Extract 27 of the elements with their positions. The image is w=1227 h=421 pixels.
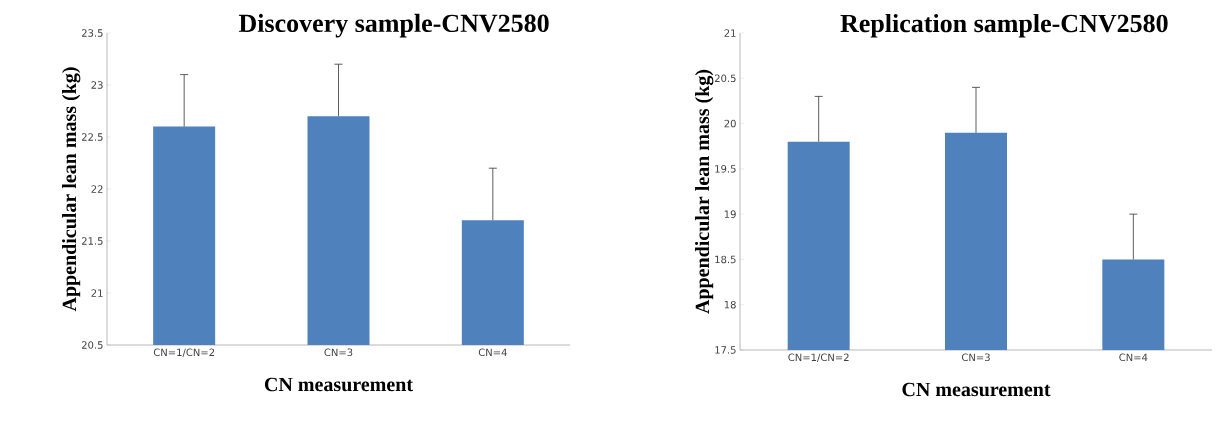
x-tick-label: CN=3 (961, 353, 990, 362)
x-tick-label: CN=1/CN=2 (788, 353, 849, 362)
y-tick-label: 18 (724, 300, 736, 309)
y-axis-title: Appendicular lean mass (kg) (62, 67, 81, 312)
x-tick-label: CN=1/CN=2 (153, 348, 215, 357)
x-axis-title: CN measurement (902, 382, 1051, 397)
y-tick-label: 22 (91, 185, 103, 193)
y-tick-label: 23 (91, 81, 103, 89)
y-tick-label: 23.5 (81, 29, 103, 37)
y-tick-label: 21 (91, 289, 103, 297)
y-tick-label: 21 (724, 29, 736, 37)
y-tick-label: 19 (724, 210, 736, 218)
chart-title: Replication sample-CNV2580 (840, 13, 1168, 38)
y-tick-label: 19.5 (715, 165, 736, 173)
y-tick-label: 22.5 (81, 133, 103, 141)
x-tick-label: CN=3 (324, 348, 353, 357)
y-tick-label: 20 (724, 119, 736, 128)
y-tick-label: 18.5 (715, 255, 736, 264)
x-tick-label: CN=4 (478, 348, 507, 357)
x-axis-title: CN measurement (264, 377, 413, 392)
y-tick-label: 21.5 (81, 237, 103, 245)
chart-title: Discovery sample-CNV2580 (238, 13, 549, 38)
y-axis-title: Appendicular lean mass (kg) (695, 69, 714, 314)
x-tick-label: CN=4 (1119, 353, 1148, 362)
y-tick-label: 20.5 (714, 74, 736, 83)
y-tick-label: 17.5 (715, 346, 736, 354)
y-tick-label: 20.5 (81, 341, 103, 349)
